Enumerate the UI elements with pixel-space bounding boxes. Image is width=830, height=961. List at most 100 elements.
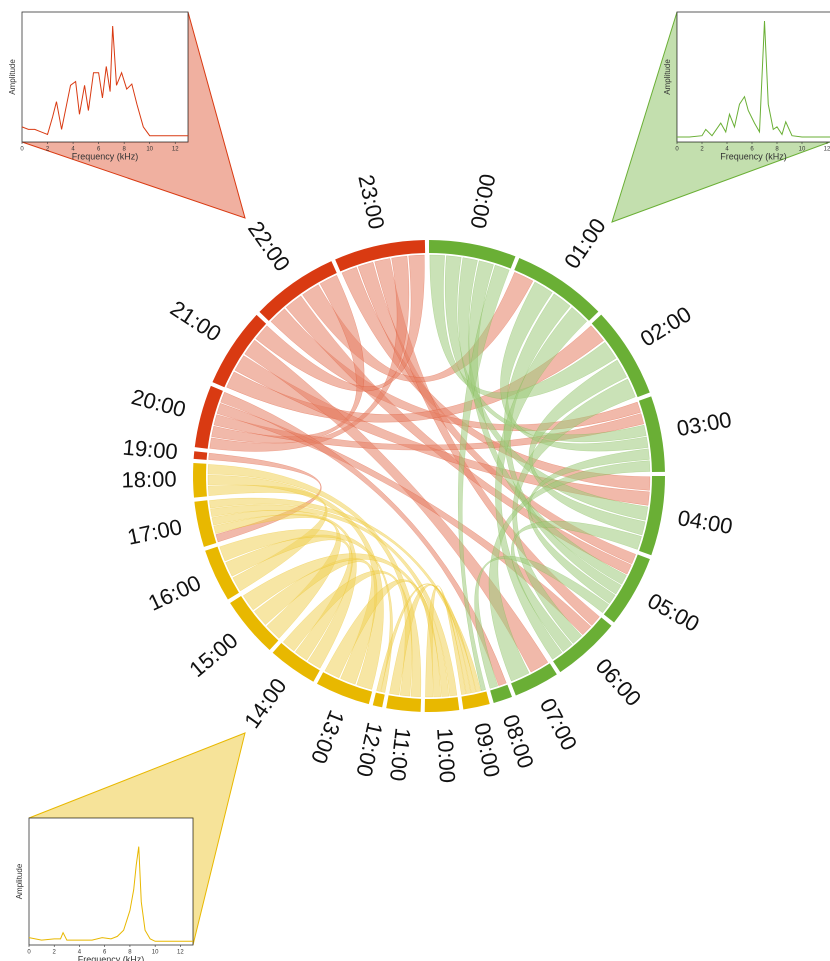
chord-ribbon	[208, 452, 322, 543]
hour-label: 02:00	[636, 301, 696, 351]
group-arc	[205, 546, 239, 600]
chord-ribbon	[376, 583, 477, 694]
group-arc	[553, 617, 612, 673]
group-arc	[372, 692, 385, 708]
y-axis-label: Amplitude	[15, 863, 24, 899]
chord-ribbon	[225, 534, 353, 661]
spectrum-line	[677, 21, 830, 138]
hour-label: 12:00	[351, 720, 387, 779]
chord-ribbon	[219, 529, 393, 693]
group-arc	[514, 257, 599, 321]
hour-label: 11:00	[385, 727, 416, 783]
chord-ribbon	[495, 307, 588, 660]
chord-ribbon	[528, 359, 646, 536]
hour-label: 13:00	[306, 707, 349, 767]
x-tick-label: 2	[700, 147, 704, 153]
hour-label: 06:00	[591, 653, 647, 711]
x-tick-label: 6	[750, 147, 754, 153]
x-axis-label: Frequency (kHz)	[78, 954, 145, 961]
group-arc	[639, 475, 665, 556]
chord-ribbon	[282, 570, 413, 697]
x-tick-label: 4	[71, 147, 75, 153]
chord-ribbon	[512, 378, 636, 644]
spectrum-line	[28, 846, 193, 942]
hour-label: 14:00	[239, 674, 291, 733]
x-tick-label: 0	[27, 950, 31, 956]
group-arc	[316, 672, 373, 705]
hour-label: 03:00	[675, 407, 734, 441]
x-axis-label: Frequency (kHz)	[720, 151, 787, 161]
x-axis-label: Frequency (kHz)	[72, 151, 139, 161]
chord-ribbon	[500, 281, 649, 452]
chord-ribbon	[211, 274, 365, 444]
hour-label: 00:00	[465, 172, 500, 231]
group-arc	[638, 396, 665, 473]
hour-label: 20:00	[129, 384, 189, 422]
group-arc	[424, 697, 460, 712]
hour-label: 10:00	[432, 727, 460, 783]
hour-label: 07:00	[535, 694, 582, 754]
hour-label: 22:00	[243, 216, 295, 275]
plot-area	[28, 817, 194, 946]
group-arc	[259, 261, 337, 321]
plot-area	[676, 11, 830, 143]
x-tick-label: 10	[799, 147, 806, 153]
group-arc	[194, 500, 217, 547]
hour-label: 19:00	[122, 435, 179, 465]
x-tick-label: 2	[53, 950, 57, 956]
x-tick-label: 12	[177, 950, 184, 956]
group-arc	[212, 314, 267, 388]
group-arc	[272, 643, 320, 682]
hour-label: 16:00	[144, 570, 204, 616]
chord-ribbon	[324, 579, 442, 698]
chord-ribbon	[425, 585, 467, 698]
chord-ribbon	[429, 254, 617, 400]
chord-ribbon	[242, 553, 450, 697]
group-arc	[490, 684, 512, 703]
hour-label: 17:00	[125, 514, 184, 550]
hour-label: 21:00	[166, 295, 226, 346]
ribbons	[207, 254, 651, 698]
chord-ribbon	[457, 264, 510, 692]
hour-label: 15:00	[184, 628, 242, 683]
chord-ribbon	[285, 295, 632, 575]
hour-label: 04:00	[676, 505, 735, 539]
chord-ribbon	[527, 448, 650, 604]
chord-ribbon	[474, 555, 610, 689]
group-arc	[591, 314, 650, 398]
hour-label: 08:00	[498, 711, 539, 771]
hour-label: 01:00	[559, 214, 611, 274]
chord-ribbon	[209, 497, 482, 693]
group-arc	[335, 240, 426, 272]
x-tick-label: 10	[152, 950, 159, 956]
x-tick-label: 4	[725, 147, 729, 153]
group-arc	[193, 451, 208, 460]
group-arc	[192, 463, 207, 498]
y-axis-label: Amplitude	[663, 59, 672, 95]
x-tick-label: 12	[824, 147, 830, 153]
x-tick-label: 0	[20, 147, 24, 153]
hour-label: 05:00	[643, 588, 703, 637]
x-tick-label: 8	[128, 950, 132, 956]
x-tick-label: 8	[775, 147, 779, 153]
x-tick-label: 12	[172, 147, 179, 153]
chord-ribbon	[488, 460, 651, 682]
hour-label: 09:00	[469, 720, 505, 779]
x-tick-label: 6	[103, 950, 107, 956]
group-arc	[511, 663, 557, 696]
x-tick-label: 4	[78, 950, 82, 956]
chord-ribbon	[207, 464, 422, 698]
group-arc	[386, 695, 422, 712]
chord-ribbon	[254, 558, 378, 685]
group-arc	[230, 596, 279, 651]
chord-ribbon	[210, 504, 458, 697]
x-tick-label: 6	[97, 147, 101, 153]
x-tick-label: 0	[675, 147, 679, 153]
chord-ribbon	[244, 339, 549, 673]
chord-ribbon	[255, 254, 425, 392]
group-arc	[194, 385, 223, 449]
spectrum-line	[21, 26, 188, 137]
x-tick-label: 8	[122, 147, 126, 153]
